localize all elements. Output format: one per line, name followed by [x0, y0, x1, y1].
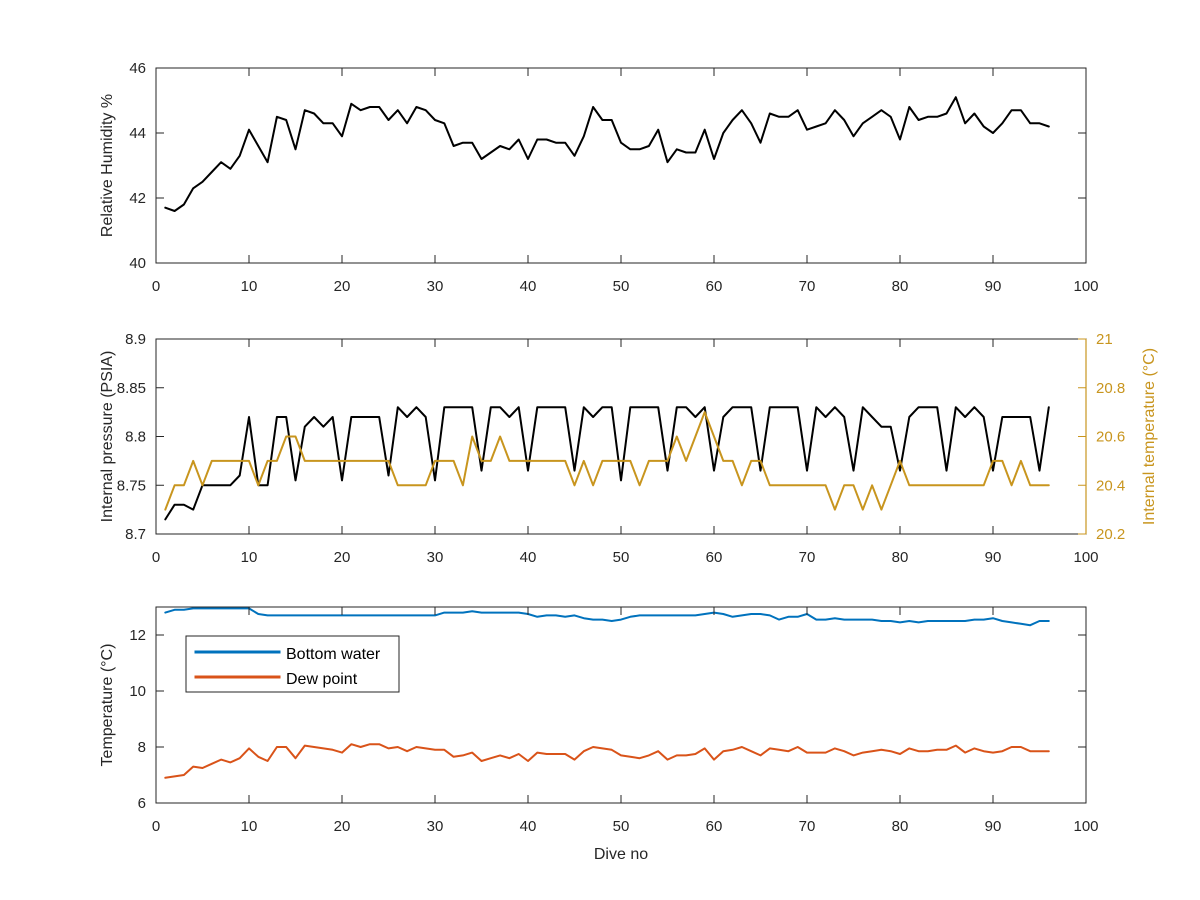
pressure-y-axis-label: Internal pressure (PSIA) [99, 351, 116, 523]
temperature-x-tick-label: 20 [334, 818, 351, 835]
humidity-x-tick-label: 100 [1073, 278, 1098, 295]
temperature-x-tick-label: 60 [706, 818, 723, 835]
internal-temperature-y-tick-label: 20.4 [1096, 477, 1125, 494]
pressure-x-tick-label: 90 [985, 549, 1002, 566]
pressure-x-tick-label: 10 [241, 549, 258, 566]
subplot-humidity: 0 10 20 30 40 50 60 70 80 90 100 40 42 44 46 Relative … [99, 60, 1099, 295]
internal-temperature-y-tick-label: 21 [1096, 331, 1113, 348]
temperature-x-tick-label: 40 [520, 818, 537, 835]
temperature-series-layer [164, 607, 1050, 779]
temperature-x-tick-label: 100 [1073, 818, 1098, 835]
pressure-x-tick-label: 30 [427, 549, 444, 566]
humidity-y-axis-label: Relative Humidity % [99, 94, 116, 237]
humidity-tick-layer: 0 10 20 30 40 50 60 70 80 90 100 40 42 44 46 [129, 60, 1098, 295]
pressure-y-tick-label: 8.8 [125, 429, 146, 446]
temperature-y-tick-label: 10 [129, 683, 146, 700]
temperature-y-tick-label: 12 [129, 627, 146, 644]
internal-temperature-y-tick-label: 20.8 [1096, 380, 1125, 397]
temperature-x-tick-label: 50 [613, 818, 630, 835]
pressure-tick-layer: 0 10 20 30 40 50 60 70 80 90 100 8.7 8.75 8.8 8.85 8.9 2… [117, 331, 1125, 566]
temperature-x-tick-label: 0 [152, 818, 160, 835]
temperature-y-tick-label: 6 [138, 795, 146, 812]
subplot-pressure-temperature: 0 10 20 30 40 50 60 70 80 90 100 8.7 8.75 8.8 8.85 8.9 2… [99, 331, 1158, 566]
subplot-temperature: 0 10 20 30 40 50 60 70 80 90 100 6 8 10 12 Temperature… [99, 606, 1099, 863]
pressure-x-tick-label: 100 [1073, 549, 1098, 566]
temperature-x-tick-label: 30 [427, 818, 444, 835]
humidity-x-tick-label: 0 [152, 278, 160, 295]
bottom-water-series-line [164, 607, 1050, 627]
humidity-axes-box [155, 67, 1087, 264]
humidity-x-tick-label: 10 [241, 278, 258, 295]
legend-box [185, 635, 400, 693]
temperature-x-tick-label: 80 [892, 818, 909, 835]
pressure-x-tick-label: 70 [799, 549, 816, 566]
humidity-x-tick-label: 40 [520, 278, 537, 295]
pressure-y-tick-label: 8.9 [125, 331, 146, 348]
internal-temperature-y-axis-label: Internal temperature (°C) [1141, 348, 1158, 525]
humidity-y-tick-label: 40 [129, 255, 146, 272]
temperature-x-tick-label: 90 [985, 818, 1002, 835]
pressure-left-series-line [164, 406, 1050, 521]
pressure-x-tick-label: 40 [520, 549, 537, 566]
pressure-temperature-series-layer [164, 406, 1050, 521]
pressure-y-tick-label: 8.7 [125, 526, 146, 543]
dew-point-series-line [164, 743, 1050, 779]
pressure-x-tick-label: 50 [613, 549, 630, 566]
pressure-y-tick-label: 8.75 [117, 477, 146, 494]
legend-label-dew-point: Dew point [286, 671, 358, 688]
temperature-x-tick-label: 10 [241, 818, 258, 835]
humidity-y-tick-label: 46 [129, 60, 146, 77]
humidity-y-tick-label: 42 [129, 190, 146, 207]
humidity-series-layer [164, 96, 1050, 212]
pressure-x-tick-label: 80 [892, 549, 909, 566]
humidity-x-tick-label: 50 [613, 278, 630, 295]
legend-label-bottom-water: Bottom water [286, 646, 381, 663]
temperature-x-tick-label: 70 [799, 818, 816, 835]
pressure-x-tick-label: 0 [152, 549, 160, 566]
internal-temperature-y-tick-label: 20.2 [1096, 526, 1125, 543]
humidity-x-tick-label: 80 [892, 278, 909, 295]
humidity-left-series-line [164, 96, 1050, 212]
temperature-legend: Bottom water Dew point [185, 635, 400, 693]
humidity-x-tick-label: 60 [706, 278, 723, 295]
humidity-x-tick-label: 30 [427, 278, 444, 295]
humidity-x-tick-label: 70 [799, 278, 816, 295]
dive-no-x-axis-label: Dive no [594, 846, 648, 863]
temperature-y-tick-label: 8 [138, 739, 146, 756]
pressure-right-series-line [164, 411, 1050, 511]
humidity-x-tick-label: 20 [334, 278, 351, 295]
temperature-tick-layer: 0 10 20 30 40 50 60 70 80 90 100 6 8 10 12 [129, 607, 1099, 835]
pressure-x-tick-label: 20 [334, 549, 351, 566]
temperature-y-axis-label: Temperature (°C) [99, 644, 116, 767]
humidity-x-tick-label: 90 [985, 278, 1002, 295]
humidity-y-tick-label: 44 [129, 125, 146, 142]
internal-temperature-y-tick-label: 20.6 [1096, 429, 1125, 446]
pressure-y-tick-label: 8.85 [117, 380, 146, 397]
pressure-x-tick-label: 60 [706, 549, 723, 566]
